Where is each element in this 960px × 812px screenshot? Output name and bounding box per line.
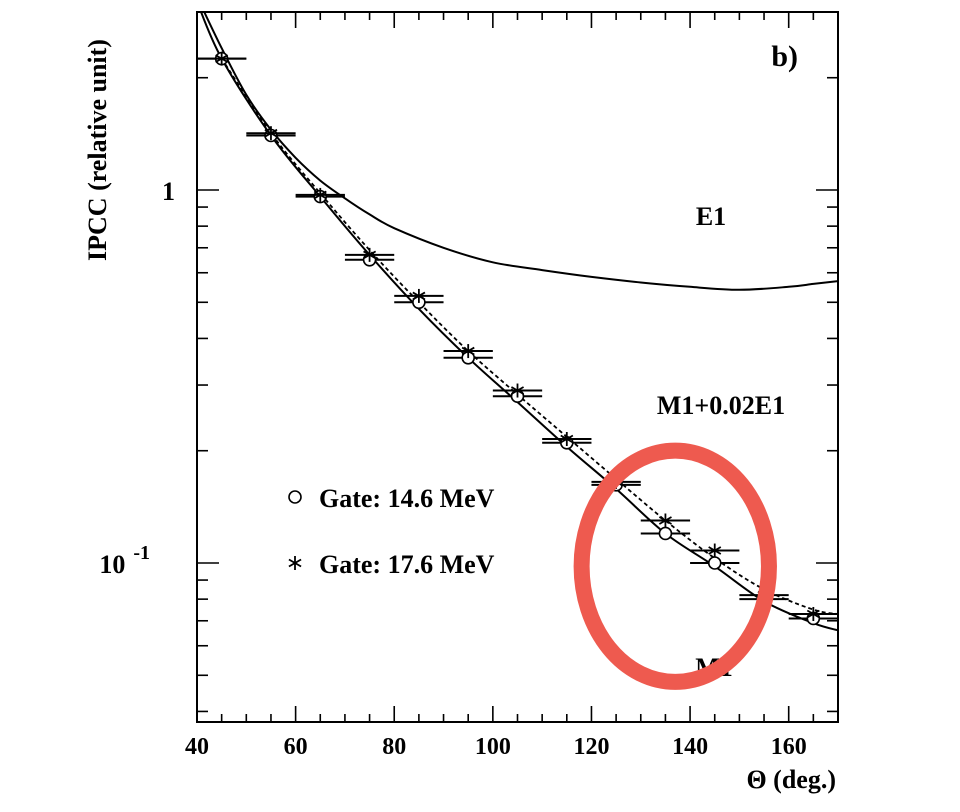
y-tick-label: 1 <box>162 177 175 206</box>
data-point-asterisk <box>412 288 426 303</box>
x-tick-label: 80 <box>382 734 406 760</box>
data-point-asterisk <box>560 432 574 447</box>
asterisk-stroke <box>560 434 574 444</box>
asterisk-stroke <box>264 128 278 138</box>
x-tick-label: 140 <box>672 734 708 760</box>
panel-label: b) <box>771 40 798 73</box>
x-tick-label: 120 <box>573 734 609 760</box>
y-tick-label: 10 -1 <box>99 542 150 579</box>
asterisk-stroke <box>461 346 475 356</box>
curve-e1 <box>203 12 838 291</box>
x-axis-label: Θ (deg.) <box>746 765 836 794</box>
curve-label-m1-0-02e1: M1+0.02E1 <box>657 391 785 420</box>
curve-m1 <box>200 12 838 632</box>
asterisk-stroke <box>313 190 327 200</box>
asterisk-stroke <box>363 250 377 260</box>
asterisk-stroke <box>806 609 820 619</box>
data-point-asterisk <box>363 247 377 262</box>
data-point-circle <box>658 526 673 541</box>
asterisk-stroke <box>510 386 525 395</box>
data-point-asterisk <box>708 543 722 558</box>
legend-label-14-6: Gate: 14.6 MeV <box>319 484 495 513</box>
asterisk-stroke <box>215 54 229 63</box>
data-point-asterisk <box>461 344 475 359</box>
highlight-ellipse <box>573 442 777 690</box>
asterisk-stroke <box>658 516 672 525</box>
data-point-asterisk <box>264 126 278 141</box>
data-point-asterisk <box>313 187 327 202</box>
legend-circle-icon <box>288 490 302 504</box>
curve-m1-0-02e1 <box>220 58 838 615</box>
x-tick-label: 160 <box>771 734 807 760</box>
asterisk-stroke <box>288 558 302 568</box>
data-point-asterisk <box>215 51 229 66</box>
x-tick-label: 100 <box>475 734 511 760</box>
y-axis-label: IPCC (relative unit) <box>83 39 112 261</box>
asterisk-stroke <box>708 546 722 555</box>
data-point-asterisk <box>658 513 672 528</box>
plot-frame <box>196 11 839 723</box>
data-point-circle <box>707 556 722 570</box>
legend-label-17-6: Gate: 17.6 MeV <box>319 550 495 579</box>
x-tick-label: 60 <box>284 734 308 760</box>
data-point-asterisk <box>806 606 820 621</box>
legend-asterisk-icon <box>288 556 302 570</box>
asterisk-stroke <box>412 291 426 301</box>
x-tick-label: 40 <box>185 734 209 760</box>
data-point-asterisk <box>510 383 525 398</box>
curve-label-e1: E1 <box>696 202 726 231</box>
